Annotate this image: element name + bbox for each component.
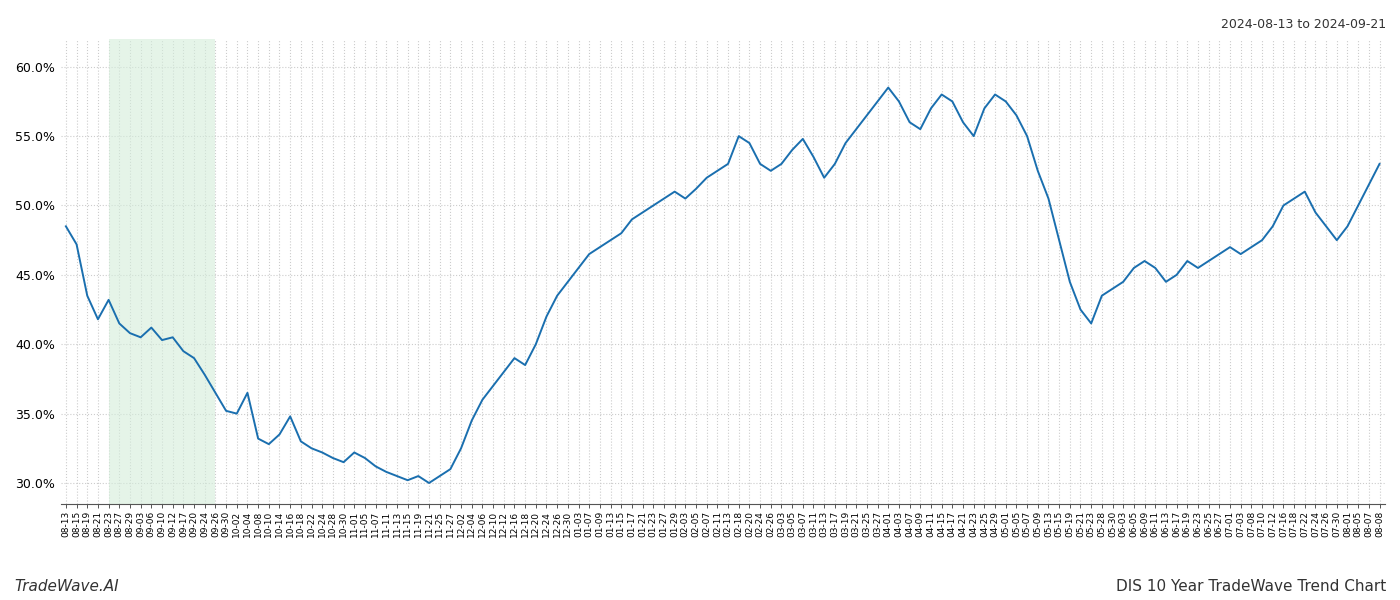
Text: TradeWave.AI: TradeWave.AI [14, 579, 119, 594]
Text: DIS 10 Year TradeWave Trend Chart: DIS 10 Year TradeWave Trend Chart [1116, 579, 1386, 594]
Bar [109, 39, 216, 504]
Text: 2024-08-13 to 2024-09-21: 2024-08-13 to 2024-09-21 [1221, 18, 1386, 31]
